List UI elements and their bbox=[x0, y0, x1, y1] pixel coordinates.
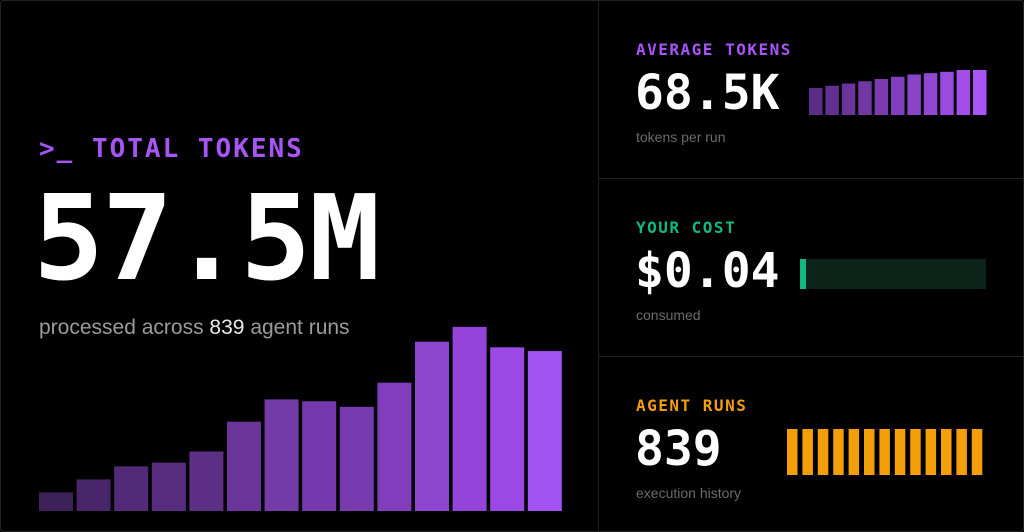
average-tokens-bar bbox=[858, 81, 872, 115]
tokens-bar bbox=[39, 492, 73, 511]
agent-run-bar bbox=[879, 429, 890, 475]
average-tokens-bar bbox=[956, 70, 971, 115]
tokens-bar bbox=[415, 341, 449, 511]
tokens-bar bbox=[302, 401, 337, 511]
cost-subtitle: consumed bbox=[636, 307, 701, 323]
runs-count-highlight: 839 bbox=[209, 316, 245, 339]
tokens-bar-chart bbox=[39, 326, 562, 511]
cost-card: YOUR COST $0.04 consumed bbox=[599, 179, 1023, 357]
subtitle-prefix: processed across bbox=[39, 316, 204, 339]
cost-fill bbox=[800, 259, 806, 289]
tokens-bar bbox=[264, 399, 299, 511]
average-tokens-label: AVERAGE TOKENS bbox=[636, 40, 792, 59]
average-tokens-value: 68.5K bbox=[635, 65, 780, 121]
agent-run-bar bbox=[817, 429, 829, 475]
total-tokens-panel: >_ TOTAL TOKENS 57.5M processed across 8… bbox=[1, 1, 599, 531]
tokens-bar bbox=[151, 462, 186, 511]
tokens-bar bbox=[189, 451, 224, 511]
tokens-bar bbox=[227, 421, 261, 511]
average-tokens-bar bbox=[907, 74, 921, 115]
tokens-bar bbox=[490, 347, 525, 511]
agent-run-bar bbox=[894, 429, 906, 475]
total-tokens-subtitle: processed across 839 agent runs bbox=[39, 316, 350, 340]
terminal-prompt-icon: >_ bbox=[39, 134, 75, 164]
agent-runs-label: AGENT RUNS bbox=[636, 396, 748, 415]
cost-track bbox=[800, 259, 986, 289]
average-tokens-bar bbox=[841, 83, 856, 115]
average-tokens-bar bbox=[973, 70, 987, 115]
agent-run-bar bbox=[864, 429, 875, 475]
total-tokens-value: 57.5M bbox=[33, 169, 380, 307]
average-tokens-sparkbars bbox=[809, 70, 987, 115]
subtitle-suffix: agent runs bbox=[250, 316, 350, 339]
average-tokens-bar bbox=[825, 85, 839, 115]
stats-column: AVERAGE TOKENS 68.5K tokens per run YOUR… bbox=[599, 1, 1023, 531]
average-tokens-subtitle: tokens per run bbox=[636, 129, 726, 145]
agent-run-bar bbox=[956, 429, 967, 475]
tokens-bar bbox=[114, 466, 149, 511]
average-tokens-bar bbox=[891, 76, 905, 115]
total-tokens-heading: >_ TOTAL TOKENS bbox=[39, 134, 304, 164]
agent-runs-card: AGENT RUNS 839 execution history bbox=[599, 357, 1023, 531]
total-tokens-label: TOTAL TOKENS bbox=[91, 134, 304, 164]
agent-run-bar bbox=[833, 429, 844, 475]
average-tokens-bar bbox=[874, 79, 889, 115]
cost-progress-bar bbox=[800, 259, 986, 289]
agent-run-bar bbox=[848, 429, 860, 475]
average-tokens-card: AVERAGE TOKENS 68.5K tokens per run bbox=[599, 1, 1023, 179]
tokens-bar bbox=[76, 479, 111, 511]
average-tokens-bar bbox=[940, 71, 954, 115]
agent-runs-bars bbox=[787, 429, 983, 475]
tokens-bar bbox=[527, 351, 562, 511]
agent-run-bar bbox=[925, 429, 937, 475]
cost-label: YOUR COST bbox=[636, 218, 737, 237]
cost-value: $0.04 bbox=[635, 243, 780, 299]
average-tokens-bar bbox=[809, 88, 823, 115]
average-tokens-bar bbox=[923, 73, 938, 115]
agent-run-bar bbox=[802, 429, 813, 475]
agent-runs-subtitle: execution history bbox=[636, 485, 742, 501]
tokens-bar bbox=[452, 326, 487, 511]
agent-run-bar bbox=[787, 429, 798, 475]
tokens-bar bbox=[377, 382, 412, 511]
agent-run-bar bbox=[941, 429, 952, 475]
agent-runs-value: 839 bbox=[635, 421, 722, 477]
tokens-bar bbox=[339, 406, 374, 511]
agent-run-bar bbox=[971, 429, 983, 475]
agent-run-bar bbox=[910, 429, 921, 475]
